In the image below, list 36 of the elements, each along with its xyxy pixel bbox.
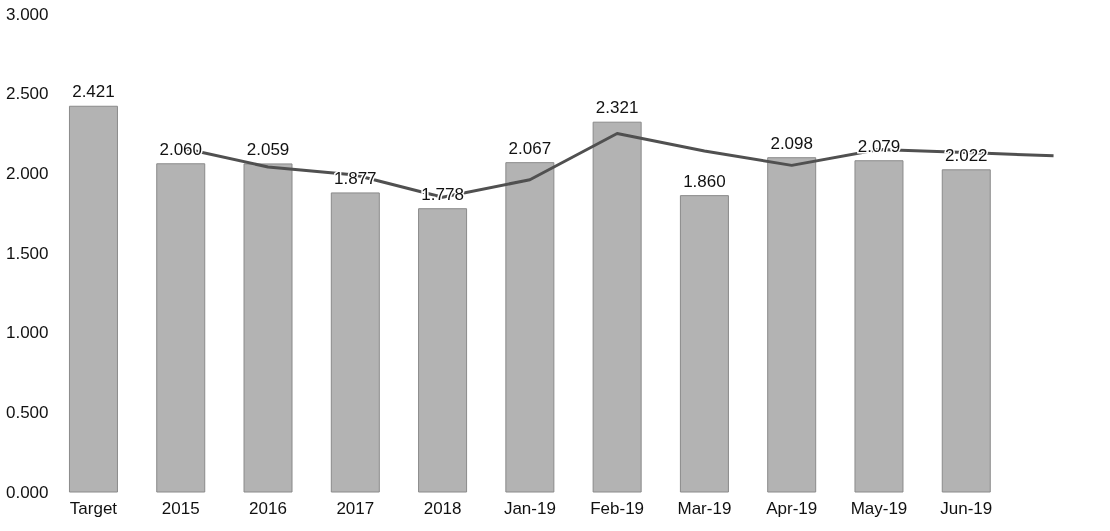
bar <box>243 163 293 493</box>
x-tick-label: 2018 <box>423 498 462 518</box>
x-tick-label: 2016 <box>249 498 287 518</box>
data-label: 2.059 <box>246 139 290 159</box>
bar <box>505 162 555 493</box>
x-tick-label: Jun-19 <box>940 498 993 518</box>
y-tick-label: 3.000 <box>5 4 49 24</box>
bar <box>330 192 380 493</box>
x-tick-label: Apr-19 <box>766 498 818 518</box>
y-tick-label: 1.500 <box>5 243 49 263</box>
bar <box>767 157 817 493</box>
x-tick-label: 2017 <box>336 498 375 518</box>
bar <box>592 121 642 493</box>
bar <box>418 208 468 493</box>
y-tick-label: 1.000 <box>5 323 49 343</box>
x-tick-label: Jan-19 <box>503 498 556 518</box>
data-label: 2.067 <box>508 138 552 158</box>
data-label: 1.860 <box>683 171 726 191</box>
y-tick-label: 2.000 <box>5 163 49 183</box>
x-tick-label: May-19 <box>850 498 908 518</box>
data-label: 2.421 <box>72 82 115 102</box>
x-tick-label: Mar-19 <box>677 498 732 518</box>
y-tick-label: 0.000 <box>5 482 49 502</box>
data-label: 2.321 <box>595 98 639 118</box>
bar <box>854 160 904 493</box>
bar <box>679 195 729 493</box>
x-tick-label: 2015 <box>161 498 200 518</box>
bar <box>156 163 206 493</box>
bar <box>941 169 991 493</box>
y-tick-label: 0.500 <box>5 402 49 422</box>
data-label: 2.098 <box>770 133 813 153</box>
bar <box>68 105 118 493</box>
y-tick-label: 2.500 <box>5 84 49 104</box>
data-label: 2.060 <box>159 139 203 159</box>
x-tick-label: Target <box>69 498 118 518</box>
x-tick-label: Feb-19 <box>590 498 645 518</box>
